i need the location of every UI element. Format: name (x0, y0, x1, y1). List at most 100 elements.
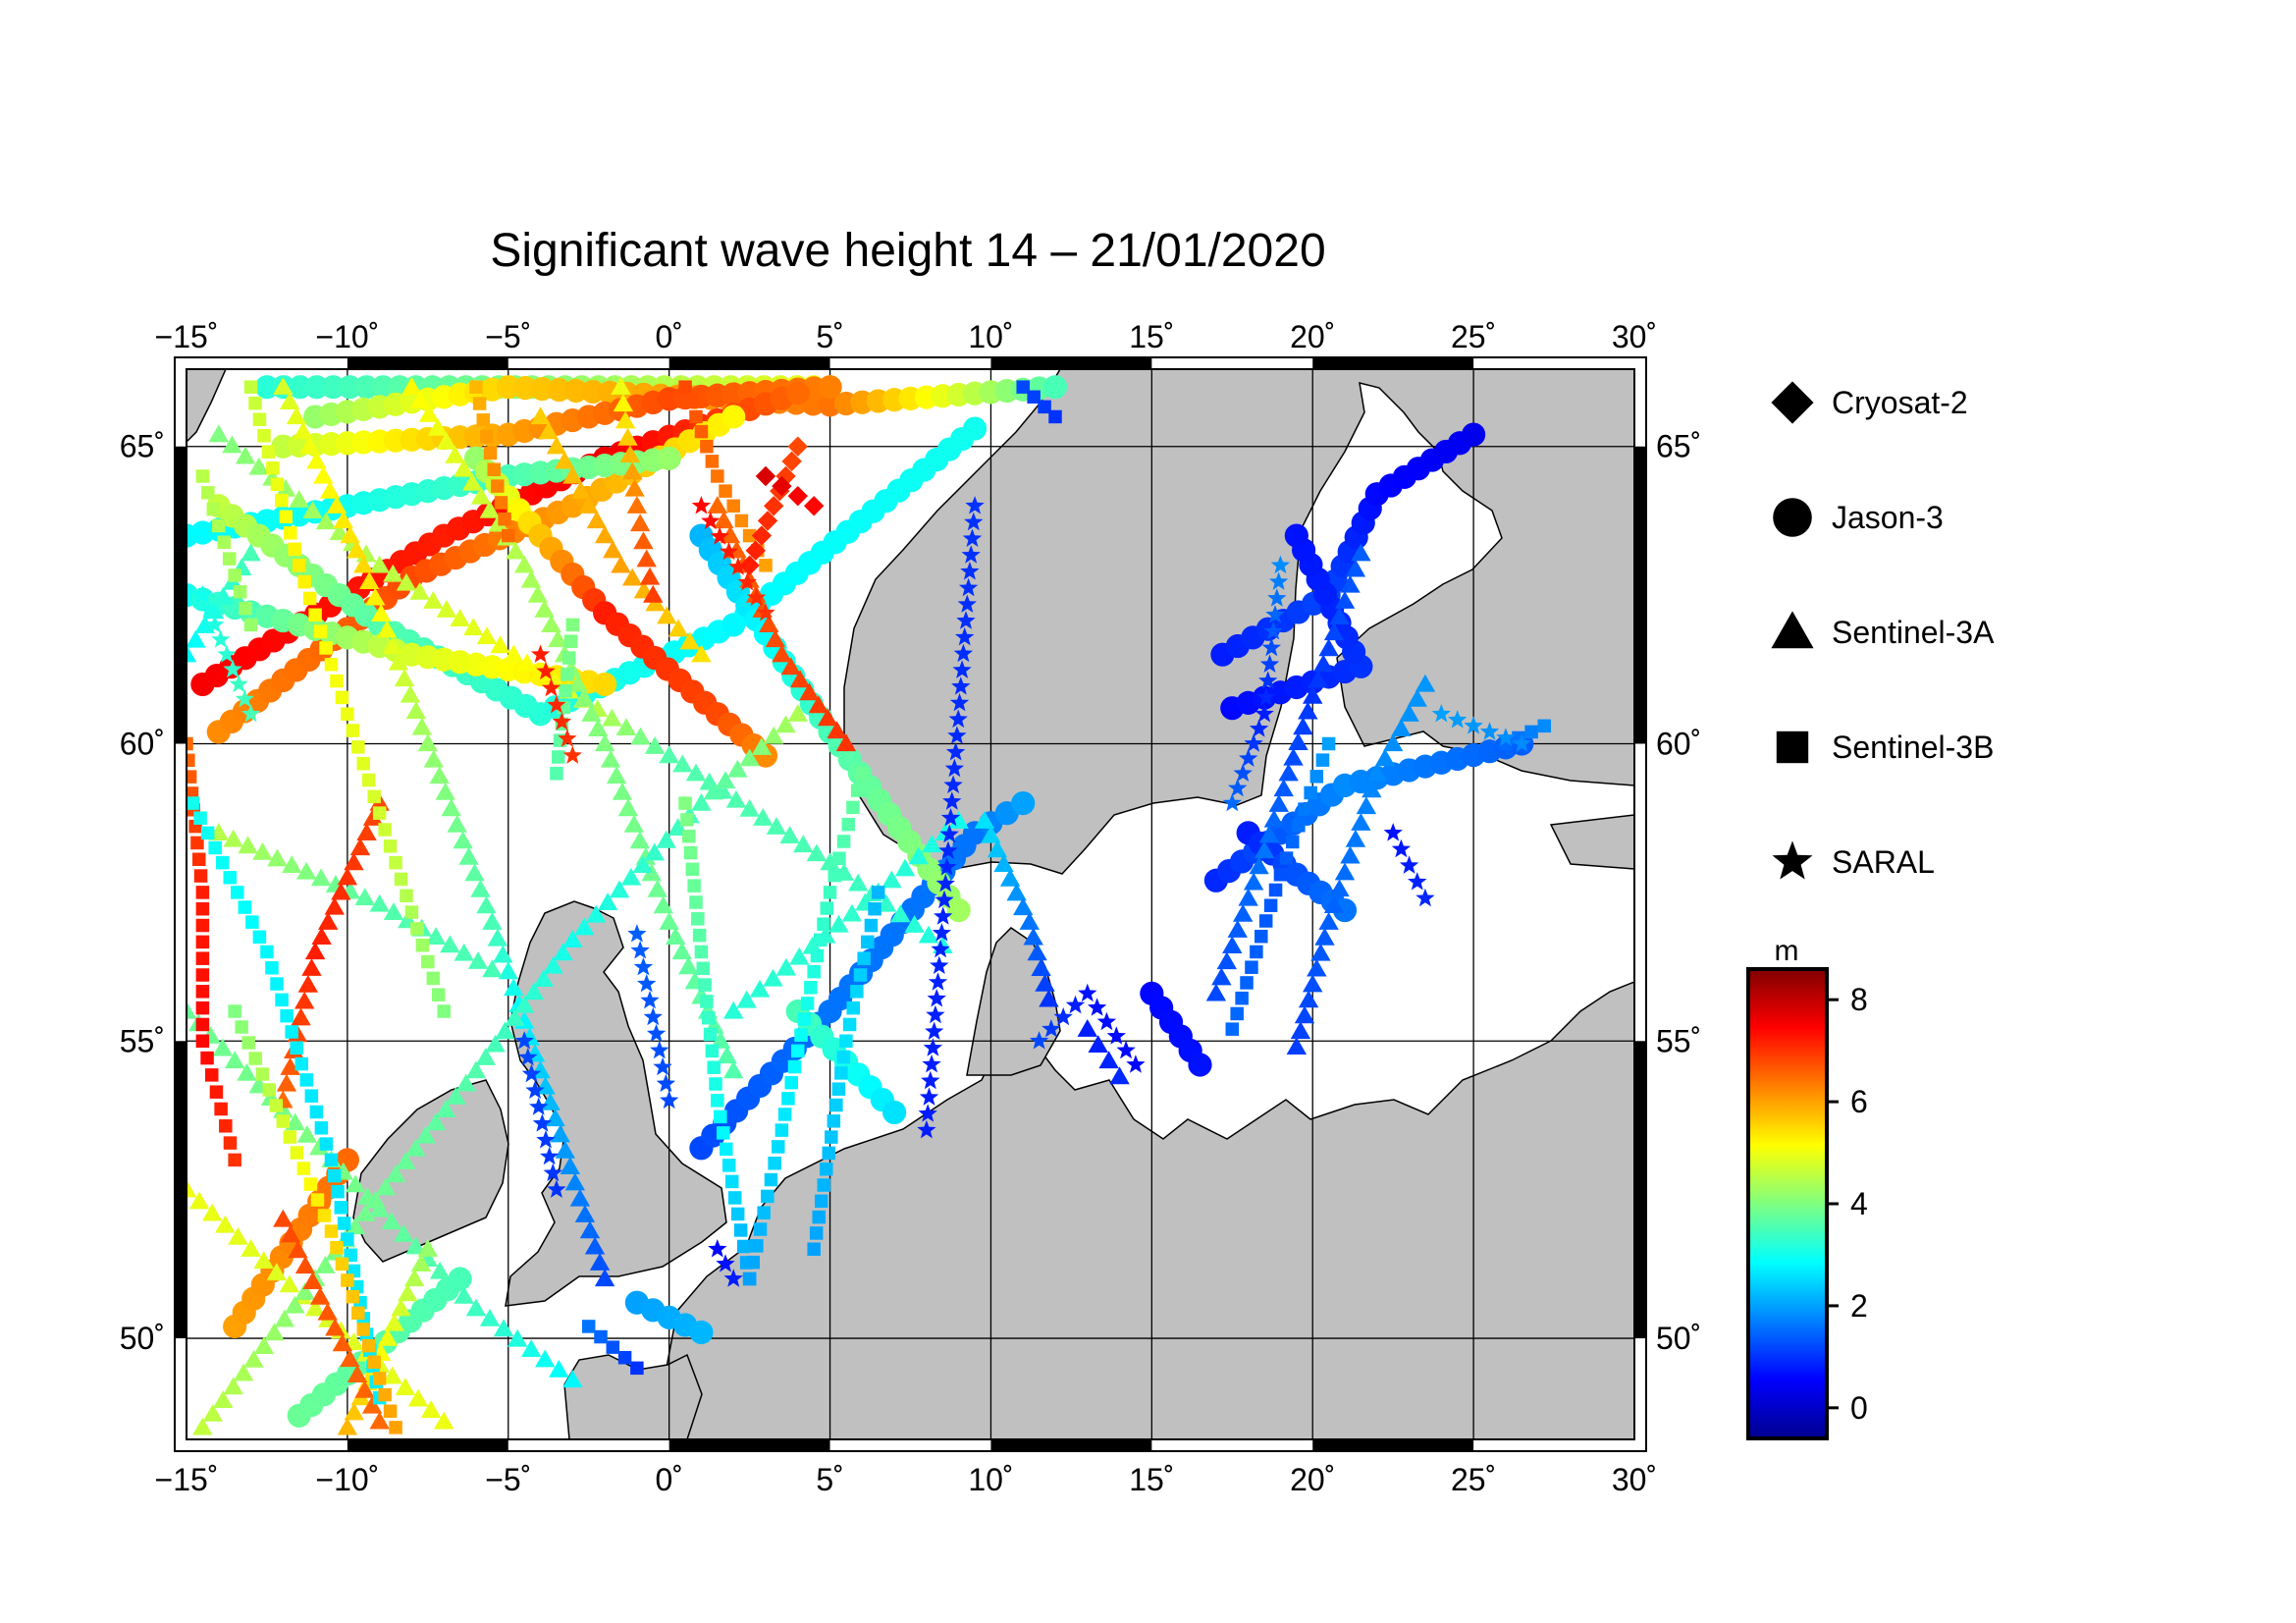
track-point (296, 1124, 318, 1143)
track-point (377, 1327, 399, 1346)
track-point (514, 1031, 534, 1050)
land-iceland-edge (187, 369, 227, 444)
track-point (881, 870, 902, 889)
track-point (657, 446, 681, 470)
track-point (794, 1028, 808, 1042)
lon-tick-label: −10˚ (315, 1462, 379, 1497)
lon-tick-label: 15˚ (1129, 1462, 1174, 1497)
track-point (376, 620, 398, 638)
track-point (344, 1402, 364, 1421)
track-point (560, 1157, 581, 1175)
track-point (447, 814, 467, 833)
track-point (195, 985, 210, 999)
track-point (564, 1172, 586, 1191)
track-point (193, 811, 207, 825)
track-point (701, 511, 721, 530)
track-point (696, 961, 711, 976)
track-point (1286, 1037, 1308, 1055)
lon-tick-label: 5˚ (816, 1462, 843, 1497)
track-point (841, 817, 856, 832)
track-point (505, 1008, 525, 1026)
track-point (295, 861, 317, 880)
track-point (383, 902, 404, 920)
track-sentinel-3a (273, 1209, 390, 1430)
track-point (617, 798, 639, 817)
track-point (594, 525, 615, 544)
track-point (536, 661, 556, 680)
track-point (1340, 574, 1361, 593)
track-point (1244, 733, 1263, 752)
track-point (313, 465, 334, 484)
track-point (354, 888, 375, 906)
track-jason-3 (1140, 981, 1212, 1077)
track-point (1245, 960, 1258, 974)
track-point (252, 412, 267, 426)
track-point (1205, 983, 1227, 1001)
track-point (962, 528, 983, 547)
legend-symbol-circle (1773, 498, 1812, 537)
track-point (1258, 914, 1273, 928)
track-point (264, 1323, 285, 1341)
track-point (828, 914, 849, 933)
track-point (943, 775, 963, 793)
track-point (1408, 872, 1427, 891)
track-point (192, 1417, 213, 1435)
track-point (714, 511, 734, 529)
track-point (398, 1283, 418, 1302)
track-point (829, 1098, 843, 1112)
track-point (309, 1105, 324, 1119)
track-point (617, 427, 638, 446)
track-point (195, 935, 210, 949)
track-point (1303, 685, 1323, 704)
track-point (619, 445, 641, 463)
track-point (260, 945, 274, 959)
track-point (228, 568, 241, 582)
track-point (1087, 998, 1107, 1016)
track-point (787, 704, 808, 722)
track-point (908, 846, 929, 865)
track-point (612, 782, 633, 800)
track-point (335, 690, 349, 705)
track-point (530, 644, 551, 663)
track-point (1278, 763, 1299, 782)
track-point (479, 1308, 501, 1326)
track-point (931, 939, 950, 958)
track-point (868, 901, 881, 916)
track-point (629, 514, 651, 532)
track-point (650, 1040, 669, 1059)
track-point (394, 1223, 414, 1242)
track-point (710, 1031, 731, 1049)
track-point (692, 928, 707, 943)
track-point (429, 766, 450, 784)
track-point (302, 501, 323, 518)
track-point (1263, 898, 1278, 912)
track-point (215, 855, 230, 870)
track-point (378, 1387, 392, 1402)
track-point (389, 855, 402, 870)
track-point (274, 1309, 295, 1327)
track-point (353, 555, 374, 573)
track-point (187, 1001, 197, 1019)
track-point (536, 1130, 556, 1149)
track-point (822, 1146, 836, 1161)
track-point (191, 852, 206, 866)
track-point (834, 1066, 848, 1080)
track-point (589, 1252, 611, 1271)
track-point (1391, 839, 1412, 858)
track-point (698, 978, 712, 992)
track-point (421, 954, 435, 969)
track-point (927, 989, 946, 1007)
track-point (317, 1209, 332, 1222)
track-point (415, 938, 430, 952)
track-point (708, 1239, 727, 1258)
track-point (643, 584, 664, 603)
track-sentinel-3a (1205, 543, 1371, 1001)
track-point (394, 872, 408, 887)
track-point (261, 445, 276, 459)
track-point (493, 1319, 514, 1337)
track-point (622, 461, 643, 480)
track-point (581, 704, 602, 722)
track-point (332, 1333, 353, 1352)
track-point (759, 559, 773, 572)
track-point (1399, 855, 1419, 874)
